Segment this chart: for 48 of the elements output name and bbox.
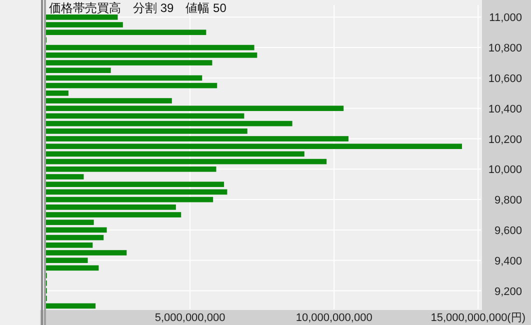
y-tick-label: 9,800 [494, 194, 522, 207]
y-tick-label: 11,000 [489, 12, 522, 24]
bar [46, 250, 127, 256]
bar [46, 144, 462, 150]
bar [46, 227, 107, 233]
bar [46, 75, 202, 81]
y-tick-label: 10,200 [488, 134, 522, 146]
bar [46, 174, 84, 180]
bar [46, 189, 228, 195]
bar [46, 106, 344, 112]
x-tick-label: 5,000,000,000 [154, 312, 226, 324]
chart-title: 価格帯売買高 分割 39 値幅 50 [49, 1, 227, 15]
bar [46, 212, 182, 218]
bar [46, 303, 96, 309]
bar [46, 98, 172, 104]
bar [46, 30, 206, 36]
bar [46, 128, 248, 134]
bar [46, 265, 99, 271]
y-tick-label: 10,800 [488, 42, 522, 55]
bar [46, 166, 216, 172]
bar [46, 60, 212, 66]
bar [46, 242, 93, 248]
bar [46, 220, 94, 226]
bar [46, 136, 348, 142]
x-tick-label: 15,000,000,000(円) [430, 312, 526, 324]
bar [46, 182, 224, 188]
y-tick-label: 10,400 [488, 103, 522, 116]
bar [46, 158, 327, 164]
bar [46, 44, 254, 50]
y-tick-label: 9,600 [494, 224, 522, 237]
bar [46, 22, 123, 28]
bar [46, 204, 176, 210]
bar [46, 90, 68, 96]
bar [46, 113, 244, 119]
bar [46, 196, 214, 202]
y-tick-label: 10,600 [488, 72, 522, 85]
bar [46, 68, 111, 74]
y-tick-label: 9,400 [494, 255, 522, 268]
y-tick-label: 9,200 [494, 286, 522, 298]
bar [46, 234, 104, 240]
bar [46, 82, 218, 88]
bar [46, 120, 292, 126]
x-tick-label: 10,000,000,000 [296, 312, 372, 324]
bar [46, 14, 118, 20]
y-tick-label: 10,000 [488, 164, 522, 176]
bar [46, 258, 88, 264]
bar [46, 151, 304, 157]
bar [46, 52, 258, 58]
